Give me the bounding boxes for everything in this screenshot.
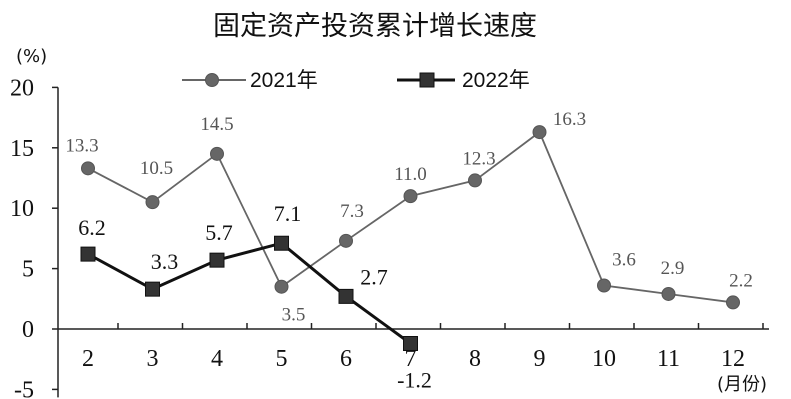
y-tick-label: 10 [10,196,34,222]
data-label-2021: 2.9 [661,258,685,279]
legend-label-2021: 2021年 [250,69,318,92]
data-label-2021: 14.5 [200,114,233,135]
series-2021: 13.3 10.5 14.5 3.5 7.3 11.0 12.3 16.3 3.6 2.9 2.2 [65,109,753,326]
x-tick-label: 6 [340,346,352,372]
data-label-2022: 2.7 [360,264,388,289]
series-line-2021 [87,130,734,304]
data-label-2021: 2.2 [729,270,753,291]
legend-marker-2022 [419,72,435,88]
data-point-2022 [145,281,160,297]
data-label-2021: 3.6 [612,250,636,271]
x-tick-label: 8 [469,346,481,372]
data-label-2022: 3.3 [151,249,179,274]
y-tick-label: 15 [10,136,34,162]
data-point-2021 [81,161,95,176]
x-tick-label: 3 [147,346,159,372]
data-label-2021: 10.5 [140,158,173,179]
data-label-2021: 3.5 [282,305,306,326]
data-point-2021 [661,286,676,301]
legend-marker-2021 [205,73,219,87]
x-tick-label: 5 [276,346,288,372]
data-point-2021 [468,173,482,188]
y-tick-label: -5 [14,377,34,399]
y-tick-label: 0 [22,317,34,343]
data-label-2021: 11.0 [394,164,427,185]
data-point-2021 [532,125,547,140]
data-point-2022 [80,246,96,262]
x-tick-label: 2 [82,346,94,372]
data-point-2021 [726,295,740,310]
data-point-2021 [403,189,418,204]
data-point-2022 [274,235,289,251]
y-axis-unit-label: (%) [16,46,47,67]
data-label-2021: 12.3 [462,148,495,169]
chart-title: 固定资产投资累计增长速度 [213,11,537,42]
data-label-2022: -1.2 [397,367,432,392]
x-tick-label: 11 [657,346,680,372]
x-tick-label: 7 [405,346,417,372]
data-point-2021 [145,195,160,210]
x-tick-label: 10 [592,346,616,372]
data-point-2022 [403,335,418,351]
data-label-2022: 7.1 [274,201,302,226]
data-point-2022 [338,288,354,304]
axes: -5 0 5 10 15 20 2 3 4 5 6 7 8 9 10 11 12 [10,75,769,399]
data-label-2021: 16.3 [553,109,586,130]
x-tick-label: 4 [211,346,223,372]
data-point-2021 [339,233,353,248]
data-label-2022: 6.2 [78,215,106,240]
data-point-2021 [274,279,289,294]
legend: 2021年 2022年 [182,69,530,92]
data-label-2022: 5.7 [205,220,233,245]
x-axis-unit-label: (月份) [717,374,767,395]
series-2022: 6.2 3.3 5.7 7.1 2.7 -1.2 [78,201,432,392]
y-tick-label: 20 [10,75,34,101]
x-tick-label: 9 [534,346,546,372]
data-point-2021 [210,146,224,161]
y-tick-label: 5 [22,257,34,283]
series-line-2022 [87,241,412,345]
data-point-2021 [597,278,611,293]
data-point-2022 [209,252,225,268]
data-label-2021: 13.3 [65,135,98,156]
data-label-2021: 7.3 [340,201,364,222]
legend-label-2022: 2022年 [462,69,530,92]
x-tick-label: 12 [721,346,745,372]
